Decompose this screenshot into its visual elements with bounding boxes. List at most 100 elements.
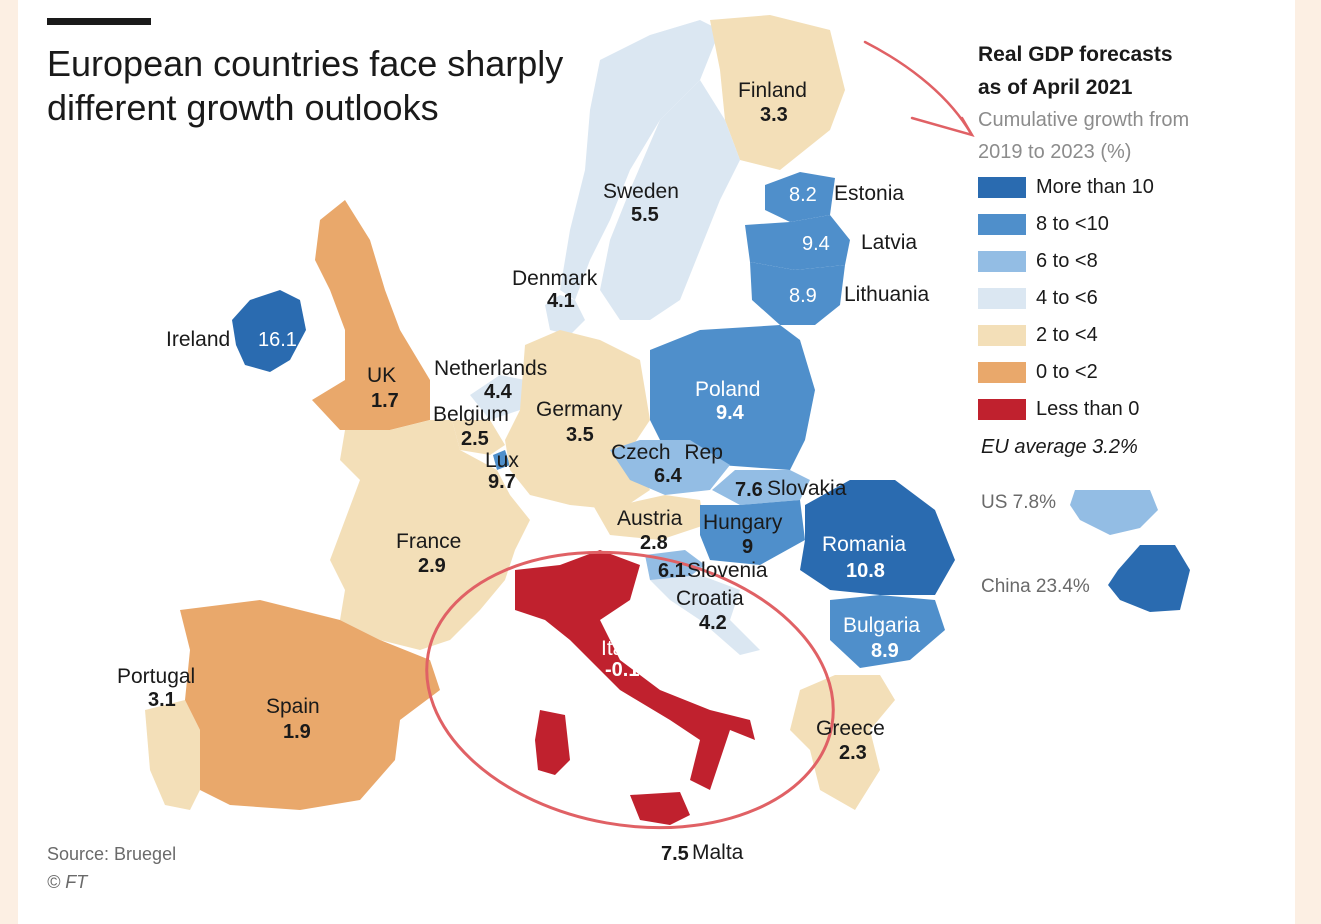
label-netherlands-name: Netherlands	[434, 357, 548, 380]
label-austria-name: Austria	[617, 507, 683, 530]
region-lithuania	[750, 262, 845, 325]
legend-title: Real GDP forecasts as of April 2021	[978, 38, 1173, 104]
region-norway	[560, 20, 720, 300]
label-sweden-value: 5.5	[631, 204, 659, 226]
label-romania-name: Romania	[822, 533, 907, 556]
legend-swatch-more-than-10	[978, 177, 1026, 198]
label-finland-value: 3.3	[760, 104, 788, 126]
label-denmark-value: 4.1	[547, 290, 575, 312]
legend-label-6-to-8: 6 to <8	[1036, 250, 1098, 272]
region-denmark	[545, 295, 585, 335]
label-czech-name: Czech Rep	[611, 441, 723, 464]
label-belgium-value: 2.5	[461, 428, 489, 450]
chart-title: European countries face sharply differen…	[47, 43, 564, 128]
label-finland-name: Finland	[738, 79, 807, 102]
label-france-name: France	[396, 530, 462, 553]
label-bulgaria-name: Bulgaria	[843, 614, 921, 637]
label-malta-value: 7.5	[661, 843, 689, 865]
legend-subtitle-line1: Cumulative growth from	[978, 109, 1190, 131]
region-finland	[710, 15, 845, 170]
label-croatia-value: 4.2	[699, 612, 727, 634]
region-slovakia	[712, 470, 810, 505]
label-hungary-value: 9	[742, 536, 754, 558]
region-belgium	[452, 420, 505, 455]
region-france	[330, 420, 530, 650]
region-czech	[610, 440, 730, 495]
label-slovakia-value: 7.6	[735, 479, 763, 501]
region-croatia	[650, 575, 760, 655]
region-germany	[505, 330, 650, 510]
label-greece-name: Greece	[816, 717, 885, 740]
region-spain	[180, 600, 440, 810]
region-latvia	[745, 215, 850, 270]
label-netherlands-value: 4.4	[484, 381, 512, 403]
label-uk-name: UK	[367, 364, 397, 387]
label-lithuania-value: 8.9	[789, 285, 817, 307]
label-spain-value: 1.9	[283, 721, 311, 743]
region-sweden	[600, 80, 740, 320]
label-ireland-value: 16.1	[258, 329, 297, 351]
legend-title-line2: as of April 2021	[978, 76, 1133, 99]
region-ireland	[232, 290, 306, 372]
label-croatia-name: Croatia	[676, 587, 744, 610]
region-uk	[312, 200, 430, 430]
label-italy-value: -0.1	[605, 659, 640, 681]
label-uk-value: 1.7	[371, 390, 399, 412]
legend-title-line1: Real GDP forecasts	[978, 43, 1173, 66]
legend-subtitle: Cumulative growth from 2019 to 2023 (%)	[978, 104, 1189, 168]
copyright-text: © FT	[47, 872, 88, 892]
region-lux	[493, 450, 510, 470]
label-hungary-name: Hungary	[703, 511, 783, 534]
region-china	[1108, 545, 1190, 612]
legend-label-more-than-10: More than 10	[1036, 176, 1154, 198]
label-bulgaria-value: 8.9	[871, 640, 899, 662]
label-italy-name: Italy	[601, 637, 640, 660]
region-us	[1070, 490, 1158, 535]
region-netherlands	[470, 375, 525, 420]
china-label: China 23.4%	[981, 576, 1090, 597]
eu-average-label: EU average 3.2%	[981, 436, 1138, 458]
title-rule	[47, 18, 151, 25]
region-austria	[590, 495, 705, 540]
region-estonia	[765, 172, 835, 222]
region-portugal	[145, 700, 200, 810]
legend-swatch-less-than-0	[978, 399, 1026, 420]
annotation-arrowhead	[910, 116, 975, 138]
label-latvia-name: Latvia	[861, 231, 918, 254]
label-romania-value: 10.8	[846, 560, 885, 582]
region-bulgaria	[830, 595, 945, 668]
label-poland-name: Poland	[695, 378, 761, 401]
legend-subtitle-line2: 2019 to 2023 (%)	[978, 141, 1132, 163]
legend-swatch-4-to-6	[978, 288, 1026, 309]
source-text: Source: Bruegel	[47, 844, 177, 864]
label-czech-value: 6.4	[654, 465, 682, 487]
legend-swatch-0-to-2	[978, 362, 1026, 383]
legend-label-8-to-10: 8 to <10	[1036, 213, 1109, 235]
label-poland-value: 9.4	[716, 402, 744, 424]
legend-label-less-than-0: Less than 0	[1036, 398, 1140, 420]
label-estonia-name: Estonia	[834, 182, 905, 205]
region-greece	[790, 675, 895, 810]
label-germany-value: 3.5	[566, 424, 594, 446]
label-portugal-name: Portugal	[117, 665, 196, 688]
label-greece-value: 2.3	[839, 742, 867, 764]
legend-swatch-8-to-10	[978, 214, 1026, 235]
label-denmark-name: Denmark	[512, 267, 598, 290]
annotation-circle-italy	[425, 550, 835, 830]
label-slovenia-name: Slovenia	[687, 559, 768, 582]
label-latvia-value: 9.4	[802, 233, 830, 255]
label-lux-value: 9.7	[488, 471, 516, 493]
region-romania	[800, 480, 955, 595]
legend-swatch-2-to-4	[978, 325, 1026, 346]
label-austria-value: 2.8	[640, 532, 668, 554]
region-poland	[650, 325, 815, 470]
label-slovenia-value: 6.1	[658, 560, 686, 582]
label-slovakia-name: Slovakia	[767, 477, 847, 500]
label-belgium-name: Belgium	[433, 403, 509, 426]
label-france-value: 2.9	[418, 555, 446, 577]
label-lux-name: Lux	[485, 449, 519, 472]
region-hungary	[700, 500, 805, 565]
region-italy	[515, 550, 755, 790]
legend-label-2-to-4: 2 to <4	[1036, 324, 1098, 346]
label-sweden-name: Sweden	[603, 180, 679, 203]
